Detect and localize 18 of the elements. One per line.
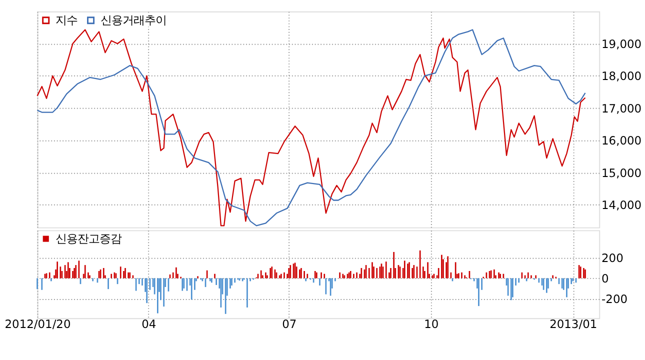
line-series <box>36 29 586 226</box>
y-tick-label: 16,000 <box>602 134 642 148</box>
legend-label: 신용잔고증감 <box>55 232 122 246</box>
x-tick-label: 2013/01 <box>550 317 598 332</box>
y-tick-label: 0 <box>602 272 609 286</box>
legend-label: 지수 <box>55 13 78 28</box>
y-tick-label: 15,000 <box>602 166 642 180</box>
legend-label: 신용거래추이 <box>100 13 166 28</box>
y-tick-label: 200 <box>602 251 624 266</box>
y-tick-label: 19,000 <box>602 36 642 51</box>
x-tick-label: 04 <box>142 317 156 332</box>
y-tick-label: 18,000 <box>602 69 642 84</box>
x-tick-label: 07 <box>282 317 297 332</box>
y-tick-label: 14,000 <box>602 198 642 212</box>
x-tick-label: 10 <box>424 317 439 332</box>
y-tick-label: -200 <box>602 292 628 306</box>
y-tick-label: 17,000 <box>602 101 642 116</box>
x-tick-label: 2012/01/20 <box>4 317 71 332</box>
